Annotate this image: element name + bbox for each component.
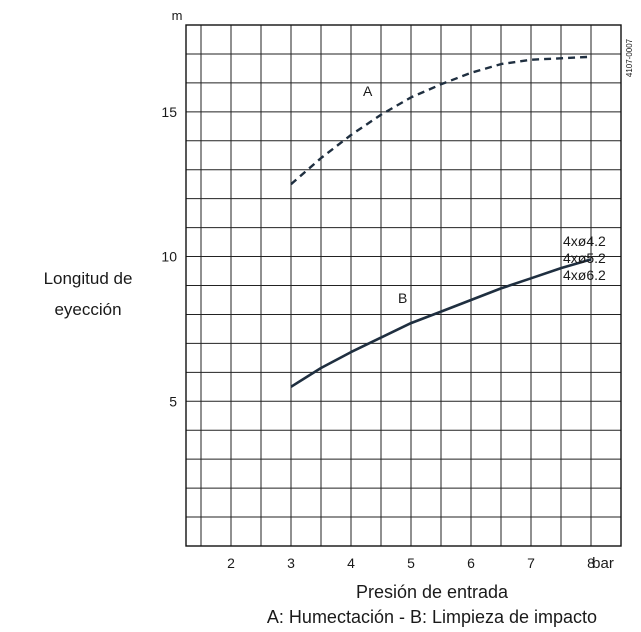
series-b-end-label-1: 4xø4.2 bbox=[563, 233, 606, 249]
x-tick-label: 5 bbox=[407, 555, 415, 571]
x-tick-label: 4 bbox=[347, 555, 355, 571]
x-axis-unit-label: bar bbox=[592, 555, 614, 572]
y-axis-unit-label: m bbox=[172, 8, 183, 23]
y-tick-label: 15 bbox=[161, 104, 177, 120]
figure-caption: A: Humectación - B: Limpieza de impacto bbox=[267, 607, 597, 627]
series-a-line bbox=[290, 55, 592, 186]
chart-tick-labels: 2 3 4 5 6 7 8 5 10 15 bbox=[161, 104, 595, 571]
x-tick-label: 3 bbox=[287, 555, 295, 571]
plot-frame bbox=[185, 24, 622, 547]
x-tick-label: 8 bbox=[587, 555, 595, 571]
chart-grid bbox=[185, 24, 622, 547]
y-axis-label-line-1: Longitud de bbox=[44, 269, 133, 288]
figure-code: 4107-0007 bbox=[625, 38, 634, 77]
series-b-end-label-3: 4xø6.2 bbox=[563, 267, 606, 283]
x-tick-label: 2 bbox=[227, 555, 235, 571]
series-b-end-label-2: 4xø5.2 bbox=[563, 250, 606, 266]
y-tick-label: 10 bbox=[161, 249, 177, 265]
series-a-annotation: A bbox=[363, 83, 373, 99]
series-b-annotation: B bbox=[398, 290, 407, 306]
y-tick-label: 5 bbox=[169, 393, 177, 409]
y-axis-label-line-2: eyección bbox=[54, 300, 121, 319]
chart-series-group bbox=[290, 55, 592, 388]
x-axis-label: Presión de entrada bbox=[356, 582, 509, 602]
series-b-line bbox=[290, 258, 592, 388]
x-tick-label: 6 bbox=[467, 555, 475, 571]
x-tick-label: 7 bbox=[527, 555, 535, 571]
